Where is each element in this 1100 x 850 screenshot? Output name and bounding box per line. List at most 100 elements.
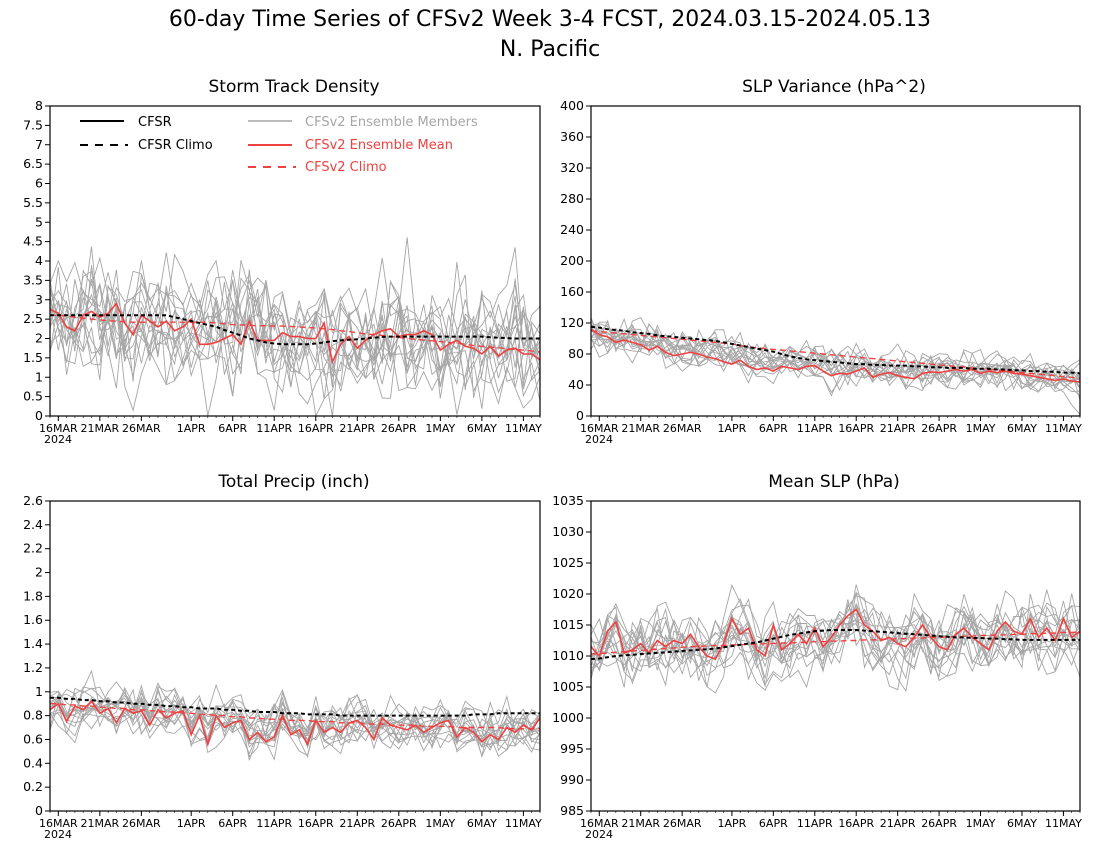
y-tick-label: 6	[35, 176, 43, 191]
cfsr-climo-line	[591, 325, 1080, 375]
x-tick-label: 11MAY	[505, 817, 542, 830]
x-tick-label: 1APR	[177, 422, 206, 435]
y-tick-label: 0.8	[23, 708, 43, 723]
plot-frame	[49, 500, 541, 812]
y-tick-label: 1005	[552, 679, 584, 694]
y-tick-label: 7.5	[23, 117, 43, 132]
ensemble-member-line	[50, 688, 540, 747]
y-tick-label: 8	[35, 98, 43, 113]
ensemble-member-line	[50, 273, 540, 390]
y-tick-label: 120	[560, 315, 584, 330]
y-tick-label: 360	[560, 129, 584, 144]
y-tick-label: 2.4	[23, 517, 43, 532]
x-tick-label: 26MAR	[663, 422, 702, 435]
x-year-label: 2024	[585, 433, 613, 446]
plot-area	[591, 317, 1080, 415]
y-tick-label: 40	[568, 377, 584, 392]
y-tick-label: 0.4	[23, 755, 43, 770]
y-tick-label: 1.2	[23, 660, 43, 675]
plot-area	[50, 669, 540, 761]
ensemble-member-line	[591, 331, 1080, 397]
x-tick-label: 16MAR	[39, 817, 78, 830]
ensemble-member-line	[591, 323, 1080, 384]
x-tick-label: 16APR	[838, 422, 874, 435]
panel-slp-variance: SLP Variance (hPa^2) 0 40 80 120 160 200 240 28…	[560, 77, 1082, 446]
y-tick-label: 200	[560, 253, 584, 268]
y-tick-label: 4.5	[23, 234, 43, 249]
legend-label-cfsr-climo: CFSR Climo	[138, 138, 213, 153]
y-tick-label: 6.5	[23, 156, 43, 171]
ensemble-member-line	[50, 269, 540, 393]
x-tick-label: 6MAY	[467, 817, 497, 830]
y-tick-label: 160	[560, 284, 584, 299]
cfsv2-climo-line	[591, 330, 1080, 380]
x-tick-label: 11APR	[256, 422, 292, 435]
legend: CFSR CFSR Climo CFSv2 Ensemble Members C…	[80, 115, 478, 175]
figure-subtitle: N. Pacific	[500, 37, 600, 62]
y-tick-label: 320	[560, 160, 584, 175]
plot-frame	[590, 500, 1081, 812]
x-tick-label: 16MAR	[580, 817, 619, 830]
x-tick-label: 16MAR	[580, 422, 619, 435]
x-tick-label: 21APR	[880, 817, 916, 830]
x-tick-label: 21APR	[339, 817, 375, 830]
panel-storm-track-density: Storm Track Density 0 0.5 1 1.5 2 2.5 3 3.5 4 4.5…	[23, 77, 542, 446]
plot-frame	[49, 105, 541, 417]
y-tick-label: 1.6	[23, 612, 43, 627]
ensemble-member-line	[591, 317, 1080, 391]
x-tick-label: 16APR	[298, 817, 334, 830]
x-tick-label: 26MAR	[122, 817, 161, 830]
ensemble-member-line	[50, 253, 540, 402]
y-tick-label: 5	[35, 214, 43, 229]
figure-title: 60-day Time Series of CFSv2 Week 3-4 FCS…	[169, 7, 931, 32]
y-tick-label: 80	[568, 346, 584, 361]
x-tick-label: 1MAY	[425, 422, 455, 435]
y-tick-label: 1	[35, 369, 43, 384]
plot-area	[591, 583, 1080, 694]
x-tick-label: 11APR	[797, 817, 833, 830]
ensemble-mean-line	[591, 328, 1080, 383]
x-tick-label: 6APR	[218, 817, 247, 830]
x-year-label: 2024	[585, 828, 613, 841]
legend-label-cfsr: CFSR	[138, 115, 172, 130]
x-tick-label: 1APR	[717, 817, 746, 830]
x-tick-label: 26APR	[921, 422, 957, 435]
y-tick-label: 990	[560, 772, 584, 787]
y-tick-label: 4	[35, 253, 43, 268]
ensemble-mean-line	[50, 302, 540, 365]
y-tick-label: 3.5	[23, 272, 43, 287]
ensemble-member-line	[50, 259, 540, 411]
y-tick-label: 1030	[552, 524, 584, 539]
plot-frame	[590, 105, 1081, 417]
x-tick-label: 21APR	[880, 422, 916, 435]
y-tick-label: 985	[560, 803, 584, 818]
y-tick-label: 0.2	[23, 779, 43, 794]
ensemble-member-line	[50, 686, 540, 747]
panel-title: Mean SLP (hPa)	[768, 472, 900, 492]
x-tick-label: 11MAY	[1045, 422, 1082, 435]
x-tick-label: 11MAY	[505, 422, 542, 435]
cfsv2-climo-line	[50, 314, 540, 353]
y-tick-label: 5.5	[23, 195, 43, 210]
ensemble-member-line	[591, 329, 1080, 393]
x-tick-label: 21MAR	[81, 422, 120, 435]
y-tick-label: 0.6	[23, 731, 43, 746]
panel-title: SLP Variance (hPa^2)	[742, 77, 926, 97]
ensemble-member-line	[591, 602, 1080, 693]
y-tick-label: 0.5	[23, 389, 43, 404]
y-tick-label: 0	[35, 803, 43, 818]
ensemble-member-line	[591, 329, 1080, 392]
y-tick-label: 1020	[552, 586, 584, 601]
x-tick-label: 16MAR	[39, 422, 78, 435]
ensemble-member-line	[50, 259, 540, 406]
x-tick-label: 1MAY	[966, 422, 996, 435]
x-tick-label: 21MAR	[81, 817, 120, 830]
panel-title: Total Precip (inch)	[217, 472, 369, 492]
x-tick-label: 21MAR	[621, 817, 660, 830]
y-tick-label: 1010	[552, 648, 584, 663]
ensemble-mean-line	[50, 700, 540, 748]
y-tick-label: 2	[35, 565, 43, 580]
x-tick-label: 6MAY	[1007, 817, 1037, 830]
cfsv2-climo-line	[591, 631, 1080, 655]
panel-total-precip: Total Precip (inch) 0 0.2 0.4 0.6 0.8 1 1.2 1.4…	[23, 472, 542, 841]
